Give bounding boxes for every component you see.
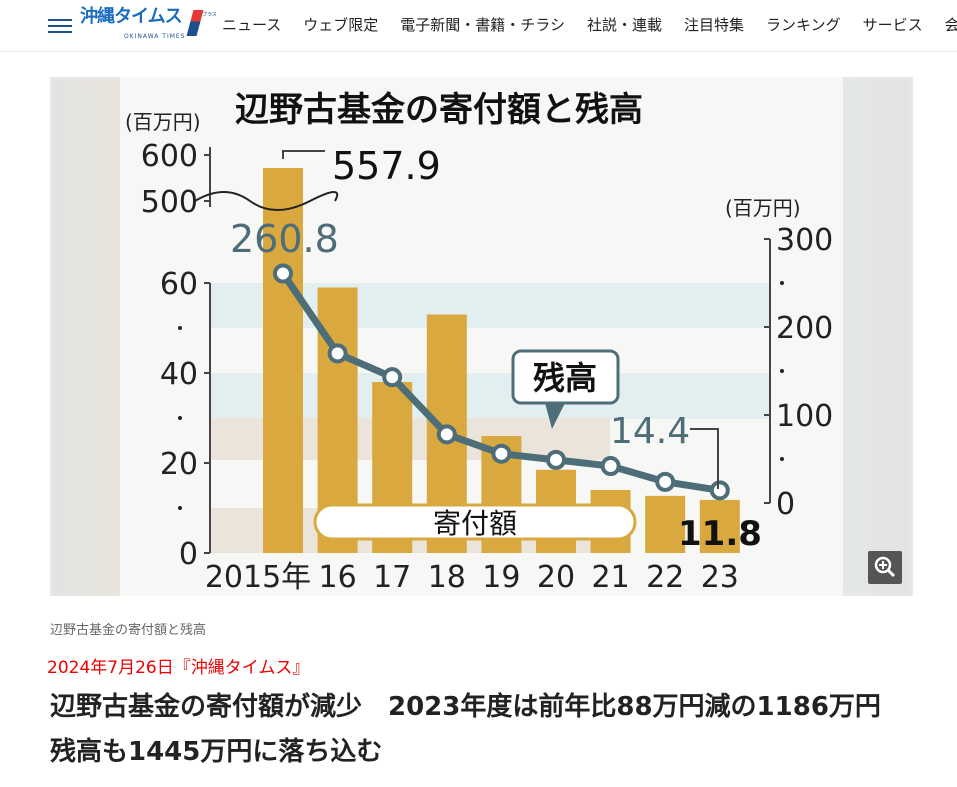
nav-web-limited[interactable]: ウェブ限定 xyxy=(303,16,379,34)
right-tick-label: 0 xyxy=(776,487,795,522)
article-figure[interactable]: 辺野古基金の寄付額と残高 (百万円) (百万円) 0 20 40 60 500 600 0 100 2… xyxy=(50,77,913,596)
right-tick-label: 200 xyxy=(776,311,833,346)
left-axis-unit: (百万円) xyxy=(125,110,201,134)
x-tick-label: 23 xyxy=(701,560,739,595)
label-leader xyxy=(282,150,325,159)
blurred-background-right xyxy=(833,77,913,596)
right-minor-dot xyxy=(780,281,784,285)
x-tick-label: 21 xyxy=(592,560,630,595)
nav-services[interactable]: サービス xyxy=(862,16,923,34)
left-minor-dot xyxy=(178,506,182,510)
x-tick-label: 2015年 xyxy=(205,560,311,595)
balance-point-19 xyxy=(491,443,512,464)
right-minor-dot xyxy=(780,457,784,461)
nav-features[interactable]: 注目特集 xyxy=(684,16,745,34)
bar-2015年 xyxy=(263,168,303,553)
nav-company[interactable]: 会社 xyxy=(944,16,957,34)
left-tick-label: 60 xyxy=(160,267,198,302)
x-tick-label: 16 xyxy=(319,560,357,595)
left-minor-dot xyxy=(178,416,182,420)
label-last-line: 14.4 xyxy=(610,411,690,452)
bar-legend-box xyxy=(313,503,637,541)
bar-23 xyxy=(699,499,740,553)
label-leader xyxy=(690,428,719,489)
chart-title: 辺野古基金の寄付額と残高 xyxy=(235,90,643,130)
label-first-bar: 557.9 xyxy=(332,144,441,188)
right-minor-dot xyxy=(780,369,784,373)
article-date-source: 2024年7月26日『沖縄タイムス』 xyxy=(47,658,310,678)
nav-editorial[interactable]: 社説・連載 xyxy=(586,16,662,34)
main-nav: ニュース ウェブ限定 電子新聞・書籍・チラシ 社説・連載 注目特集 ランキング … xyxy=(222,14,957,35)
bar-22 xyxy=(645,495,686,553)
left-tick-label: 0 xyxy=(179,537,198,572)
right-axis-unit: (百万円) xyxy=(725,196,801,220)
balance-point-16 xyxy=(327,343,348,364)
x-tick-label: 18 xyxy=(428,560,466,595)
left-tick-label: 40 xyxy=(160,357,198,392)
x-tick-label: 22 xyxy=(646,560,684,595)
right-tick-label: 100 xyxy=(776,399,833,434)
nav-e-paper[interactable]: 電子新聞・書籍・チラシ xyxy=(400,16,565,34)
balance-point-23 xyxy=(709,480,730,501)
balance-point-17 xyxy=(382,367,403,388)
zoom-in-button[interactable] xyxy=(868,551,902,584)
balance-point-20 xyxy=(546,449,566,470)
left-tick-label: 600 xyxy=(141,139,198,174)
line-legend-pointer xyxy=(545,403,565,429)
hamburger-menu-icon[interactable] xyxy=(48,15,72,37)
x-tick-label: 20 xyxy=(537,560,575,595)
line-legend-label: 残高 xyxy=(533,359,597,397)
balance-point-22 xyxy=(655,471,676,492)
nav-news[interactable]: ニュース xyxy=(222,16,282,34)
label-last-bar: 11.8 xyxy=(678,514,762,554)
site-header: 沖縄タイムス OKINAWA TIMES プラス ニュース ウェブ限定 電子新聞… xyxy=(0,0,957,52)
balance-point-18 xyxy=(436,424,457,445)
logo-plus-text: プラス xyxy=(202,12,217,18)
nav-ranking[interactable]: ランキング xyxy=(766,16,841,34)
line-legend-box xyxy=(511,349,620,405)
article-headline: 辺野古基金の寄付額が減少 2023年度は前年比88万円減の1186万円 残高も1… xyxy=(50,692,907,767)
x-tick-label: 19 xyxy=(482,560,520,595)
logo-subtext: OKINAWA TIMES xyxy=(124,33,186,40)
site-logo[interactable]: 沖縄タイムス OKINAWA TIMES プラス xyxy=(80,6,217,46)
axis-break xyxy=(194,191,339,211)
logo-text: 沖縄タイムス xyxy=(80,6,183,27)
right-tick-label: 300 xyxy=(776,223,833,258)
bar-legend-label: 寄付額 xyxy=(433,507,517,540)
figure-caption: 辺野古基金の寄付額と残高 xyxy=(50,623,207,638)
blurred-background-left xyxy=(50,77,130,596)
band xyxy=(210,373,770,419)
logo-mark xyxy=(186,10,204,36)
zoom-in-icon xyxy=(874,556,896,578)
left-tick-label: 20 xyxy=(160,447,198,482)
donation-chart: 辺野古基金の寄付額と残高 (百万円) (百万円) 0 20 40 60 500 600 0 100 2… xyxy=(120,77,843,596)
balance-point-2015年 xyxy=(273,263,293,284)
balance-point-21 xyxy=(600,456,621,477)
left-tick-label: 500 xyxy=(141,185,198,220)
x-tick-label: 17 xyxy=(373,560,411,595)
label-first-line: 260.8 xyxy=(230,217,339,261)
left-minor-dot xyxy=(178,326,182,330)
